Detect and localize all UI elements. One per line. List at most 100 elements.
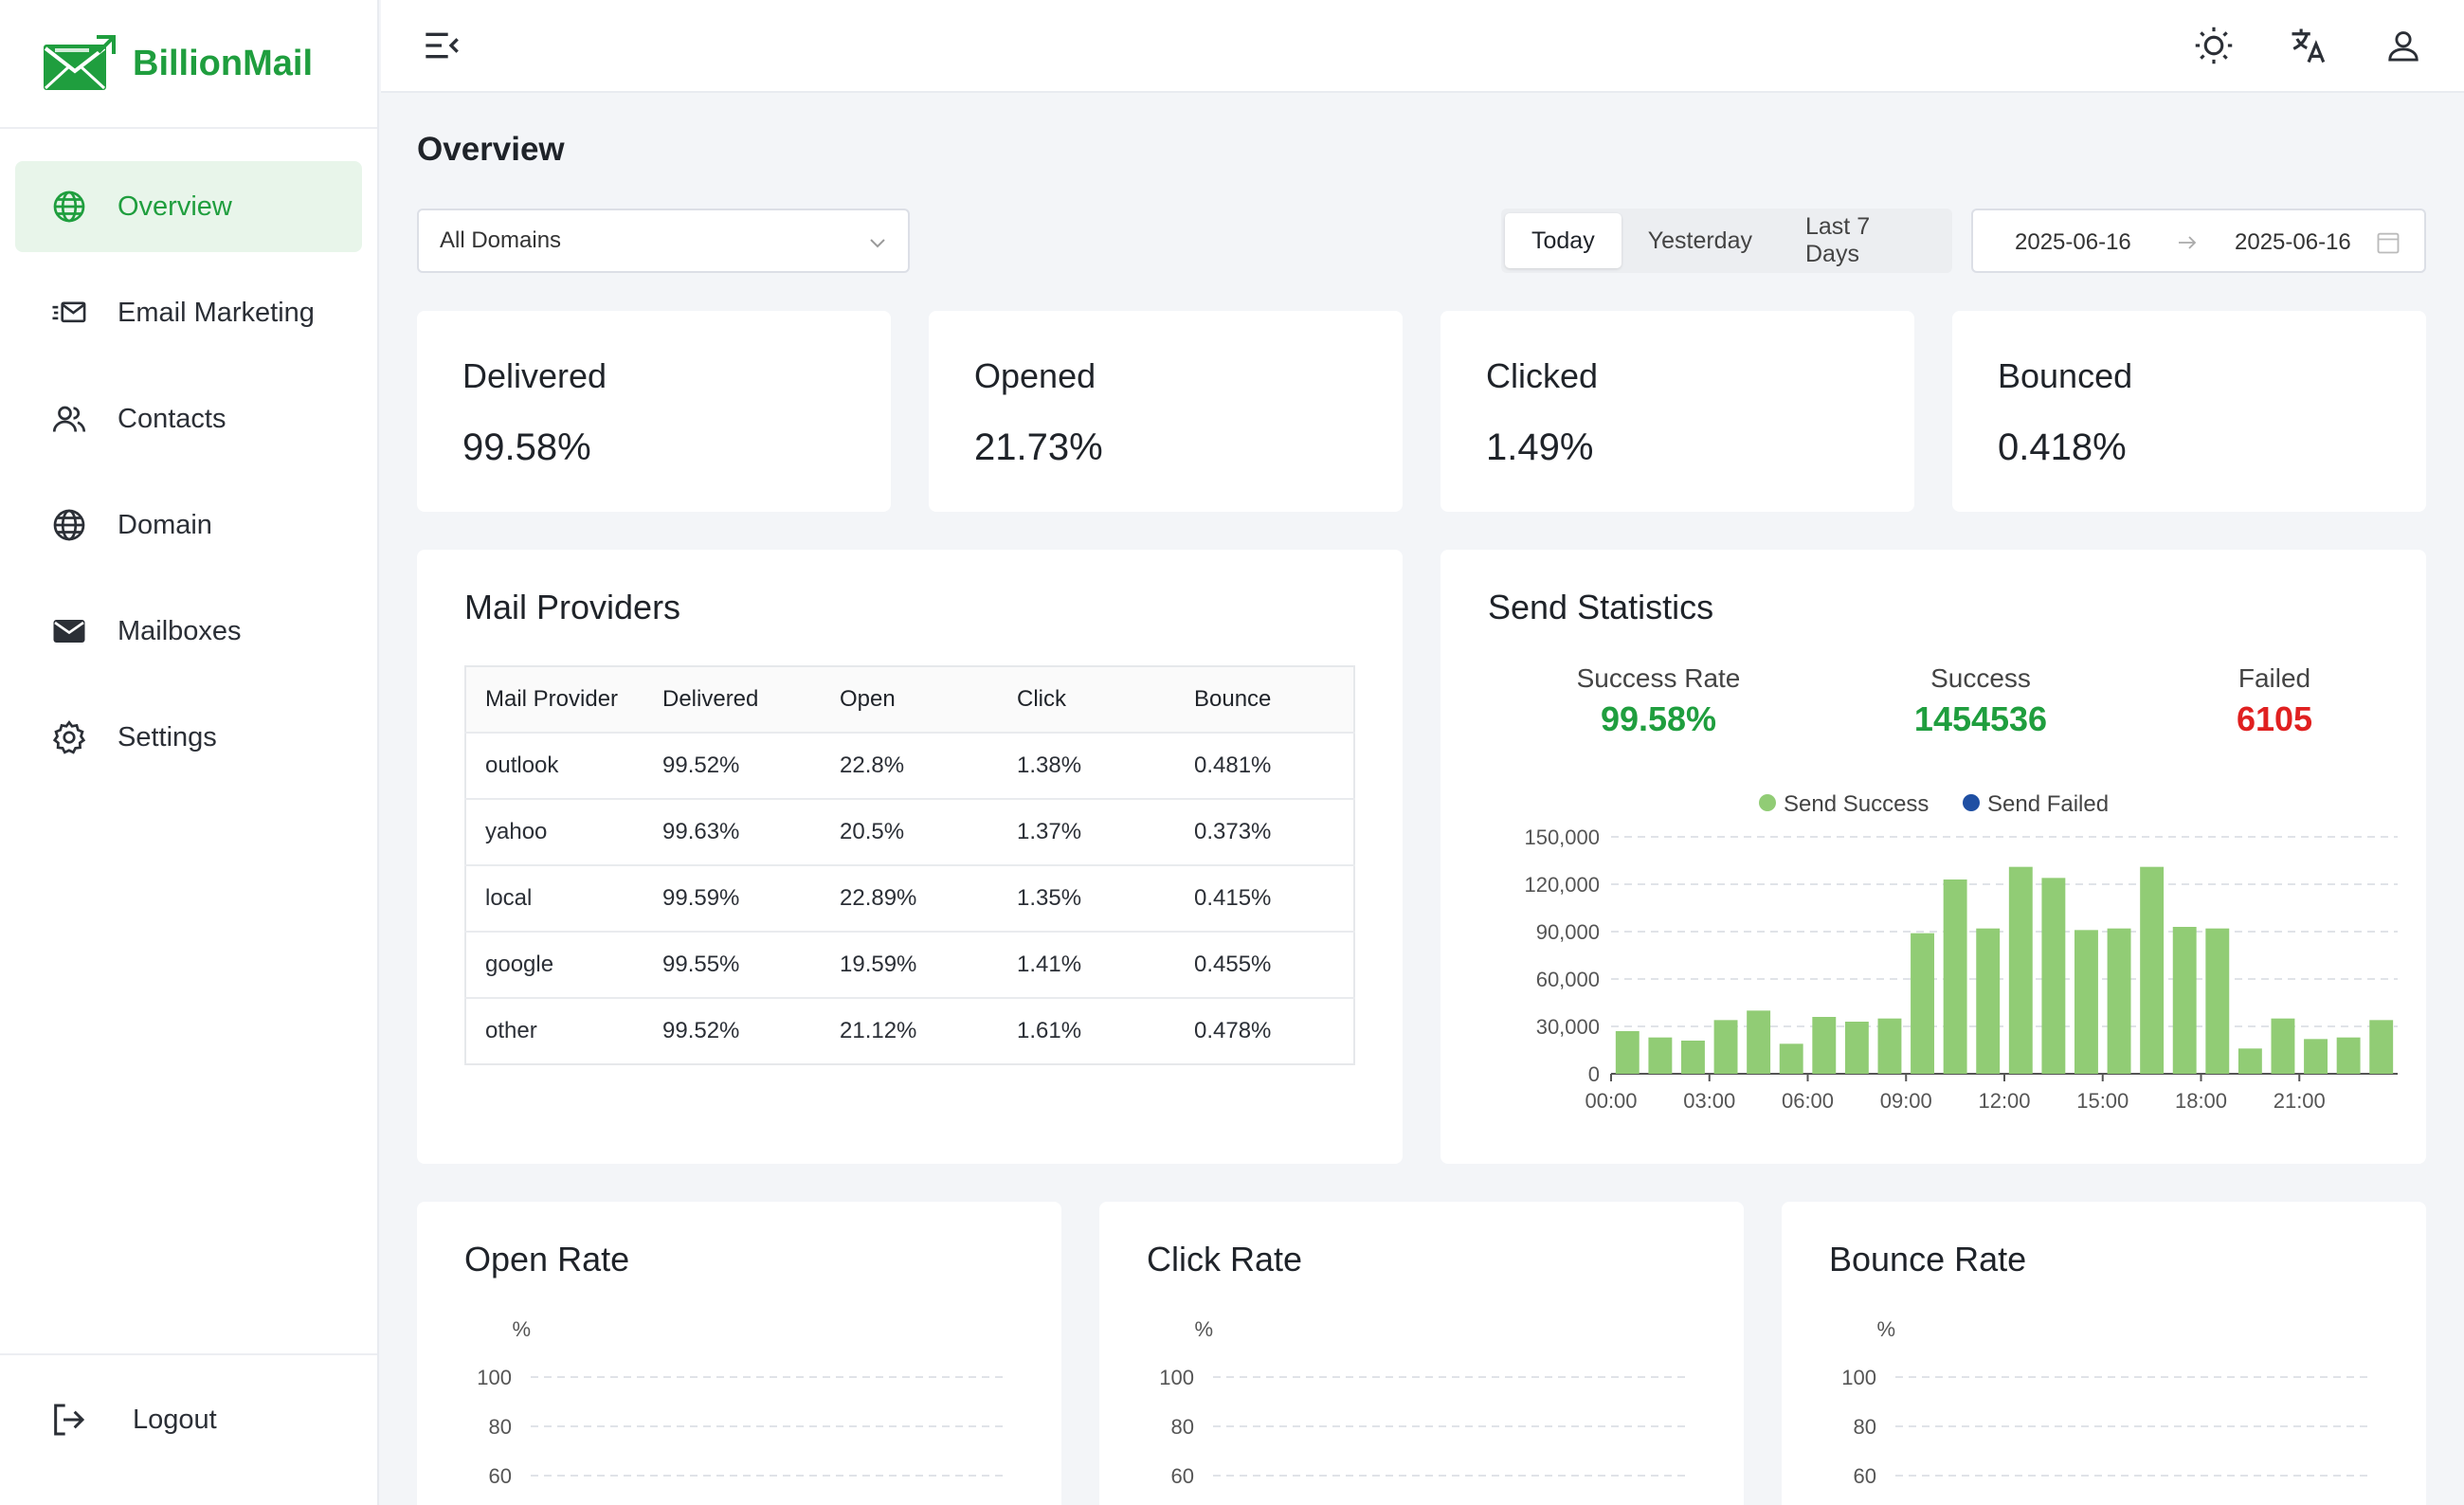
y-tick-label: 120,000 xyxy=(1524,873,1600,897)
card-title: Send Statistics xyxy=(1488,588,1714,626)
y-tick-label: 100 xyxy=(1159,1366,1194,1389)
open-rate-chart: % 100 80 60 xyxy=(477,1317,1005,1488)
bar-send-success xyxy=(1681,1041,1705,1074)
table-cell: 1.41% xyxy=(998,932,1175,999)
click-rate-chart: % 100 80 60 xyxy=(1159,1317,1687,1488)
x-tick-label: 00:00 xyxy=(1585,1089,1637,1113)
translate-icon[interactable] xyxy=(2288,25,2329,66)
stat-value: 1.49% xyxy=(1486,426,1594,468)
chevron-down-icon xyxy=(870,239,885,248)
x-tick-label: 15:00 xyxy=(2076,1089,2129,1113)
table-cell: 99.63% xyxy=(643,799,821,866)
kpi-value: 1454536 xyxy=(1913,699,2048,738)
kpi-label: Success xyxy=(1930,663,2031,693)
x-tick-label: 18:00 xyxy=(2175,1089,2227,1113)
kpi-failed: Failed 6105 xyxy=(2161,663,2388,739)
y-axis-unit: % xyxy=(1194,1317,1213,1341)
bounce-rate-chart: % 100 80 60 xyxy=(1841,1317,2369,1488)
tab-yesterday[interactable]: Yesterday xyxy=(1647,227,1752,254)
stat-title: Clicked xyxy=(1486,356,1599,395)
stat-card-bounced: Bounced 0.418% xyxy=(1952,311,2426,512)
sidebar-item-mailboxes[interactable]: Mailboxes xyxy=(15,586,362,677)
tab-last-7-days[interactable]: Last 7 Days xyxy=(1805,213,1871,267)
table-header-row: Mail Provider Delivered Open Click Bounc… xyxy=(465,666,1354,734)
y-axis-unit: % xyxy=(1876,1317,1895,1341)
card-title: Open Rate xyxy=(464,1240,630,1278)
y-axis-unit: % xyxy=(512,1317,531,1341)
brand[interactable]: BillionMail xyxy=(0,0,377,129)
legend-label-send-success: Send Success xyxy=(1784,791,1929,817)
sidebar-item-contacts[interactable]: Contacts xyxy=(15,373,362,464)
sidebar-item-settings[interactable]: Settings xyxy=(15,692,362,783)
x-tick-label: 06:00 xyxy=(1782,1089,1834,1113)
tab-today[interactable]: Today xyxy=(1505,213,1622,268)
date-start[interactable]: 2025-06-16 xyxy=(2015,229,2131,255)
y-tick-label: 80 xyxy=(1171,1415,1194,1439)
logout-button[interactable]: Logout xyxy=(49,1401,217,1439)
date-end[interactable]: 2025-06-16 xyxy=(2235,229,2351,255)
bar-send-success xyxy=(1779,1043,1803,1074)
table-cell: other xyxy=(485,1018,537,1043)
stat-title: Delivered xyxy=(462,356,607,395)
calendar-icon xyxy=(2377,232,2400,254)
bar-send-success xyxy=(2008,866,2033,1074)
x-tick-label: 12:00 xyxy=(1978,1089,2030,1113)
bar-send-success xyxy=(2238,1048,2262,1074)
stat-card-clicked: Clicked 1.49% xyxy=(1440,311,1914,512)
table-cell: 0.481% xyxy=(1175,733,1354,800)
legend-marker-send-failed xyxy=(1963,794,1980,811)
sidebar-item-label: Settings xyxy=(118,721,217,752)
bar-send-success xyxy=(1877,1018,1902,1074)
user-icon[interactable] xyxy=(2382,25,2424,66)
kpi-label: Failed xyxy=(2238,663,2311,693)
y-tick-label: 100 xyxy=(477,1366,512,1389)
date-range-picker[interactable]: 2025-06-16 2025-06-16 xyxy=(1971,209,2426,273)
bar-send-success xyxy=(2107,928,2131,1074)
table-cell: 1.38% xyxy=(998,733,1175,800)
sidebar: BillionMail Overview Email Marketing Con… xyxy=(0,0,379,1505)
table-cell: 99.55% xyxy=(643,932,821,999)
logout-icon xyxy=(54,1404,85,1436)
mail-icon xyxy=(51,613,87,649)
table-cell: google xyxy=(465,932,643,999)
kpi-value: 6105 xyxy=(2236,699,2313,738)
y-tick-label: 150,000 xyxy=(1524,825,1600,849)
domain-select[interactable]: All Domains xyxy=(417,209,910,273)
table-cell: local xyxy=(465,865,643,933)
table-cell: 22.89% xyxy=(821,865,998,933)
mail-providers-card: Mail Providers Mail Provider Delivered O… xyxy=(417,550,1403,1164)
bar-send-success xyxy=(2304,1039,2328,1074)
table-row: other 99.52% 21.12% 1.61% 0.478% xyxy=(465,998,1354,1064)
card-title: Click Rate xyxy=(1147,1240,1303,1278)
table-cell: 99.52% xyxy=(643,733,821,800)
table-cell: 1.61% xyxy=(1017,1018,1082,1043)
table-cell: yahoo xyxy=(465,799,643,866)
table-row: local 99.59% 22.89% 1.35% 0.415% xyxy=(465,865,1354,933)
click-rate-card: Click Rate % 100 80 60 xyxy=(1099,1202,1744,1505)
sidebar-item-label: Overview xyxy=(118,190,232,222)
bar-send-success xyxy=(2369,1020,2394,1074)
table-cell: 0.478% xyxy=(1194,1018,1272,1043)
sidebar-footer: Logout xyxy=(0,1353,377,1505)
y-tick-label: 80 xyxy=(1854,1415,1876,1439)
stat-title: Bounced xyxy=(1998,356,2133,395)
kpi-value: 99.58% xyxy=(1600,699,1717,738)
card-title: Bounce Rate xyxy=(1829,1240,2027,1278)
table-cell: 99.59% xyxy=(643,865,821,933)
bar-send-success xyxy=(1615,1031,1640,1074)
table-cell: 20.5% xyxy=(821,799,998,866)
table-cell: 0.455% xyxy=(1175,932,1354,999)
bar-send-success xyxy=(2336,1037,2361,1074)
menu-fold-icon[interactable] xyxy=(423,27,461,64)
date-range-tabs: Today Yesterday Last 7 Days xyxy=(1501,209,1952,273)
mail-providers-table: Mail Provider Delivered Open Click Bounc… xyxy=(464,665,1355,1065)
x-tick-label: 03:00 xyxy=(1683,1089,1735,1113)
sidebar-item-email-marketing[interactable]: Email Marketing xyxy=(15,267,362,358)
sidebar-item-overview[interactable]: Overview xyxy=(15,161,362,252)
sidebar-item-domain[interactable]: Domain xyxy=(15,480,362,571)
bar-send-success xyxy=(1844,1022,1869,1074)
globe-icon xyxy=(51,189,87,225)
sidebar-item-label: Mailboxes xyxy=(118,615,242,646)
sun-icon[interactable] xyxy=(2193,25,2235,66)
stat-card-delivered: Delivered 99.58% xyxy=(417,311,891,512)
